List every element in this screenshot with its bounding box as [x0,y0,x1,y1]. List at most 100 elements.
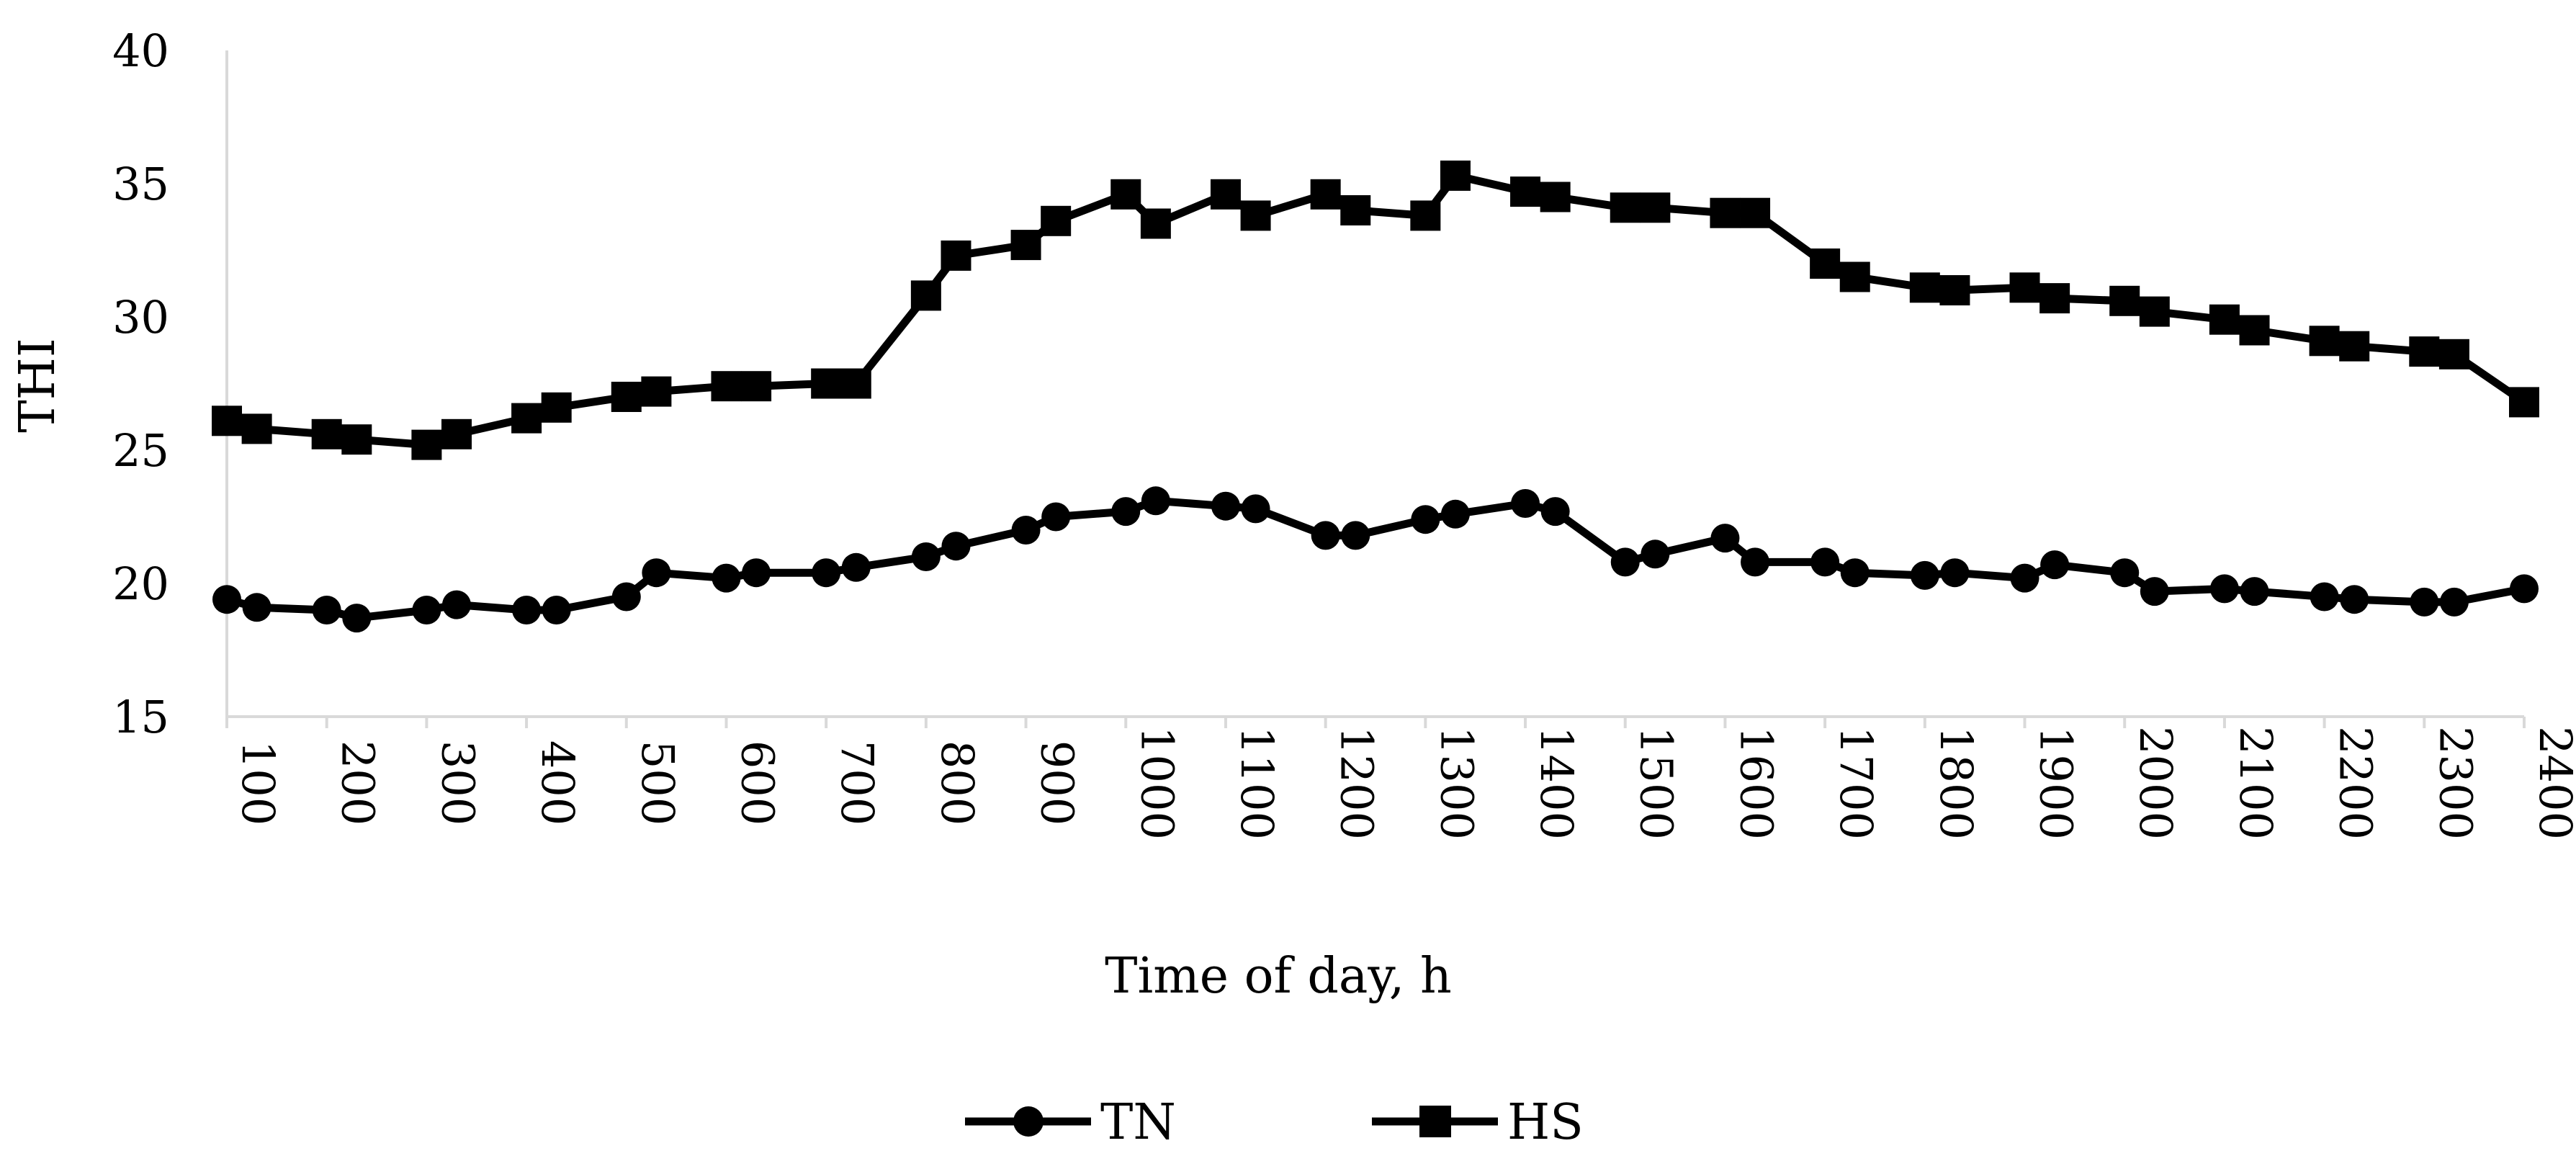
legend-label: TN [1100,1094,1176,1151]
data-point-hs [511,403,542,434]
y-tick-label: 40 [112,24,169,77]
data-point-hs [641,376,672,407]
x-tick-label: 600 [731,740,784,825]
data-point-hs [1939,275,1970,305]
data-point-tn [2140,577,2169,606]
data-point-hs [2009,272,2040,303]
x-tick-label: 1400 [1530,726,1583,840]
data-point-hs [1340,195,1371,225]
data-point-tn [1041,502,1071,532]
data-point-hs [2139,296,2170,327]
data-point-tn [1511,489,1540,518]
data-point-tn [1610,547,1640,577]
data-point-hs [1041,205,1072,236]
data-point-hs [1240,200,1271,231]
data-point-tn [1211,491,1240,521]
data-point-tn [342,604,372,633]
data-point-hs [411,429,442,460]
data-point-hs [2438,339,2469,369]
data-point-hs [1410,200,1441,231]
data-point-tn [712,563,741,593]
data-point-tn [412,596,441,624]
data-point-tn [1940,558,1970,588]
x-tick-label: 1500 [1630,726,1683,840]
data-point-hs [2339,331,2370,362]
data-point-tn [1311,521,1340,550]
x-tick-label: 800 [931,740,984,825]
data-point-hs [1140,208,1171,239]
data-point-tn [242,593,271,622]
x-tick-label: 1700 [1830,726,1882,840]
x-tick-label: 300 [431,740,484,825]
x-tick-label: 1000 [1131,726,1183,840]
data-point-tn [1241,494,1270,524]
data-point-hs [1210,179,1241,210]
data-point-tn [611,582,641,612]
data-point-tn [2310,582,2339,612]
data-point-tn [941,532,971,561]
data-point-tn [2240,577,2269,606]
data-point-hs [212,406,242,436]
x-tick-label: 100 [232,740,284,825]
data-point-hs [2109,285,2140,316]
legend: TN HS [965,1094,1584,1151]
data-point-hs [1640,192,1671,223]
x-tick-label: 1900 [2030,726,2083,840]
data-point-tn [1810,547,1840,577]
x-tick-label: 700 [831,740,884,825]
data-point-tn [2010,563,2039,593]
data-point-hs [1440,160,1471,191]
x-tick-label: 1100 [1231,726,1283,840]
legend-item-tn: TN [965,1094,1176,1151]
data-point-hs [541,392,572,423]
data-point-tn [212,585,241,614]
data-point-hs [1740,197,1771,228]
data-point-hs [1710,197,1741,228]
data-point-tn [1710,524,1740,553]
data-point-tn [1111,497,1141,527]
data-point-tn [642,558,671,588]
legend-item-hs: HS [1372,1094,1584,1151]
data-point-hs [840,368,871,399]
data-point-hs [1810,248,1841,279]
data-point-tn [1910,560,1939,590]
y-tick-label: 20 [112,557,169,610]
data-point-tn [2510,574,2539,604]
x-tick-label: 1800 [1930,726,1983,840]
legend-label: HS [1507,1094,1584,1151]
series-tn [212,486,2539,633]
data-point-tn [2110,558,2140,588]
data-point-tn [1011,516,1041,545]
data-point-tn [442,590,471,619]
series-layer [212,160,2539,633]
series-line-tn [225,496,2526,622]
data-point-tn [1840,558,1870,588]
data-point-hs [2239,315,2270,346]
y-tick-label: 35 [112,158,169,210]
data-point-tn [812,558,841,588]
data-point-hs [741,371,772,402]
data-point-hs [1839,261,1870,292]
legend-marker-square [1419,1106,1451,1137]
x-tick-label: 400 [531,740,584,825]
x-tick-label: 2000 [2130,726,2182,840]
data-point-hs [1510,176,1541,207]
data-point-hs [910,280,941,311]
data-point-tn [742,558,771,588]
data-point-hs [1610,192,1641,223]
data-point-tn [2410,587,2439,617]
data-point-hs [711,371,742,402]
x-axis-title: Time of day, h [1105,948,1452,1005]
data-point-hs [611,382,642,412]
data-point-tn [542,596,571,624]
data-point-tn [1641,539,1670,569]
x-tick-label: 1600 [1730,726,1782,840]
data-point-tn [2340,585,2369,614]
data-point-tn [2040,550,2070,580]
data-point-hs [341,424,372,455]
data-point-hs [441,418,472,449]
data-point-tn [841,552,871,582]
legend-marker-circle [1013,1106,1044,1137]
data-point-hs [1110,179,1141,210]
